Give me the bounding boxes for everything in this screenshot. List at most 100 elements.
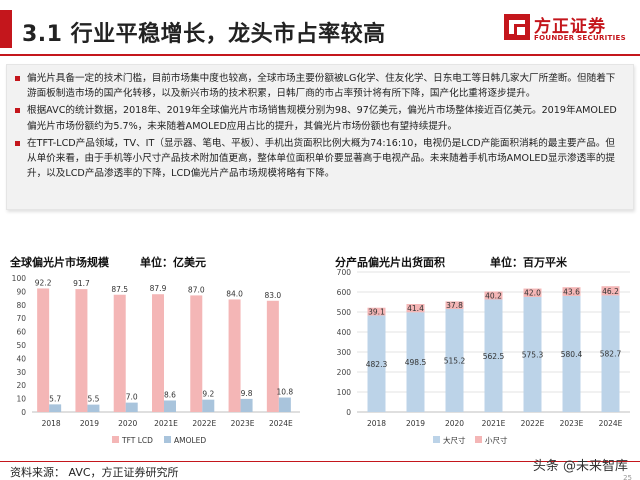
page-number: 25 xyxy=(623,474,632,480)
bar-tft-lcd xyxy=(152,294,164,412)
data-label: 580.4 xyxy=(561,350,583,359)
y-tick-label: 20 xyxy=(16,381,26,390)
bar-small-size xyxy=(562,287,581,296)
y-tick-label: 90 xyxy=(16,287,26,296)
bar-large-size xyxy=(406,312,425,412)
bar-tft-lcd xyxy=(190,295,203,412)
data-label: 42.0 xyxy=(524,289,541,298)
bar-amoled xyxy=(240,398,253,412)
bar-small-size xyxy=(445,301,464,309)
chart-unit: 单位：亿美元 xyxy=(140,256,206,269)
data-label: 92.2 xyxy=(35,278,52,287)
company-logo: 方正证券 FOUNDER SECURITIES xyxy=(504,12,626,48)
data-label: 8.6 xyxy=(164,390,176,399)
bullet-item: 偏光片具备一定的技术门槛，目前市场集中度也较高，全球市场主要份额被LG化学、住友… xyxy=(15,71,623,101)
bar-amoled xyxy=(202,399,215,412)
x-tick-label: 2024E xyxy=(599,419,623,428)
bar-amoled xyxy=(125,402,138,412)
y-tick-label: 80 xyxy=(16,301,26,310)
x-tick-label: 2023E xyxy=(560,419,584,428)
data-label: 5.7 xyxy=(49,394,61,403)
data-label: 582.7 xyxy=(600,350,622,359)
shipment-area-chart: 分产品偏光片出货面积 单位：百万平米 0 100 200 300 400 500 600 70… xyxy=(325,250,640,456)
legend-label: AMOLED xyxy=(174,436,206,445)
y-tick-label: 0 xyxy=(21,408,26,417)
data-label: 515.2 xyxy=(444,356,466,365)
data-label: 482.3 xyxy=(366,360,388,369)
chart-title: 分产品偏光片出货面积 xyxy=(335,256,445,269)
bar-large-size xyxy=(445,308,464,412)
bar-small-size xyxy=(484,291,503,300)
data-label: 9.2 xyxy=(202,390,214,399)
y-tick-label: 100 xyxy=(12,274,27,283)
bar-small-size xyxy=(406,304,425,313)
data-label: 87.5 xyxy=(111,285,128,294)
legend-label: TFT LCD xyxy=(121,436,153,445)
data-label: 84.0 xyxy=(226,289,243,298)
bar-large-size xyxy=(601,295,620,412)
bar-large-size xyxy=(562,295,581,412)
legend-swatch xyxy=(112,436,119,443)
header-divider xyxy=(0,54,640,56)
y-tick-label: 40 xyxy=(16,354,26,363)
x-tick-label: 2019 xyxy=(80,419,99,428)
bar-large-size xyxy=(367,315,386,412)
legend-swatch xyxy=(164,436,171,443)
bullet-text: 根据AVC的统计数据，2018年、2019年全球偏光片市场销售规模分别为98、9… xyxy=(27,105,617,132)
x-tick-label: 2018 xyxy=(42,419,61,428)
bar-amoled xyxy=(164,400,176,412)
legend-label: 小尺寸 xyxy=(485,435,508,445)
y-tick-label: 500 xyxy=(337,308,352,317)
bar-small-size xyxy=(601,286,620,296)
chart-title: 全球偏光片市场规模 xyxy=(10,256,109,269)
bar-tft-lcd xyxy=(37,288,50,412)
chart-unit: 单位：百万平米 xyxy=(490,256,567,269)
data-label: 40.2 xyxy=(485,291,502,300)
y-tick-label: 300 xyxy=(337,348,352,357)
page-title: 3.1 行业平稳增长，龙头市占率较高 xyxy=(22,22,386,47)
logo-mark-icon xyxy=(504,14,530,40)
x-tick-label: 2023E xyxy=(231,419,255,428)
bullet-marker xyxy=(15,76,20,81)
x-tick-label: 2019 xyxy=(406,419,425,428)
bar-tft-lcd xyxy=(266,300,279,412)
source-note: 资料来源： AVC，方正证券研究所 xyxy=(10,466,179,479)
logo-text-cn: 方正证券 xyxy=(534,17,606,37)
x-tick-label: 2020 xyxy=(118,419,137,428)
bullet-item: 根据AVC的统计数据，2018年、2019年全球偏光片市场销售规模分别为98、9… xyxy=(15,103,623,133)
bar-amoled xyxy=(87,404,100,412)
data-label: 43.6 xyxy=(563,288,580,297)
data-label: 7.0 xyxy=(126,393,138,402)
data-label: 83.0 xyxy=(265,291,282,300)
y-tick-label: 700 xyxy=(337,268,352,277)
data-label: 41.4 xyxy=(407,304,424,313)
bar-tft-lcd xyxy=(75,289,88,412)
bar-tft-lcd xyxy=(113,294,126,412)
y-tick-label: 70 xyxy=(16,314,26,323)
title-accent-bar xyxy=(0,10,12,48)
bullet-marker xyxy=(15,108,20,114)
watermark: 头条 @未来智库 xyxy=(532,459,628,474)
y-tick-label: 0 xyxy=(346,408,351,417)
data-label: 46.2 xyxy=(602,287,619,296)
shipment-area-chart-svg: 0 100 200 300 400 500 600 700 2018 482.3 39.1 2019 4… xyxy=(337,268,630,445)
footer-divider xyxy=(0,461,640,462)
bar-small-size xyxy=(523,288,542,297)
y-tick-label: 200 xyxy=(337,368,352,377)
bar-large-size xyxy=(484,299,503,412)
y-tick-label: 60 xyxy=(16,328,26,337)
data-label: 39.1 xyxy=(368,308,385,317)
x-tick-label: 2021E xyxy=(482,419,506,428)
data-label: 87.0 xyxy=(188,285,205,294)
x-tick-label: 2022E xyxy=(521,419,545,428)
bullet-marker xyxy=(15,140,20,146)
data-label: 91.7 xyxy=(73,279,90,288)
x-tick-label: 2024E xyxy=(269,419,293,428)
logo-text-en: FOUNDER SECURITIES xyxy=(534,34,626,42)
bar-tft-lcd xyxy=(228,299,241,412)
bullet-item: 在TFT-LCD产品领域，TV、IT（显示器、笔电、平板）、手机出货面积比例大概… xyxy=(15,136,623,182)
bar-amoled xyxy=(49,404,62,412)
bar-amoled xyxy=(278,397,291,412)
legend-swatch xyxy=(475,436,482,443)
y-tick-label: 100 xyxy=(337,388,352,397)
